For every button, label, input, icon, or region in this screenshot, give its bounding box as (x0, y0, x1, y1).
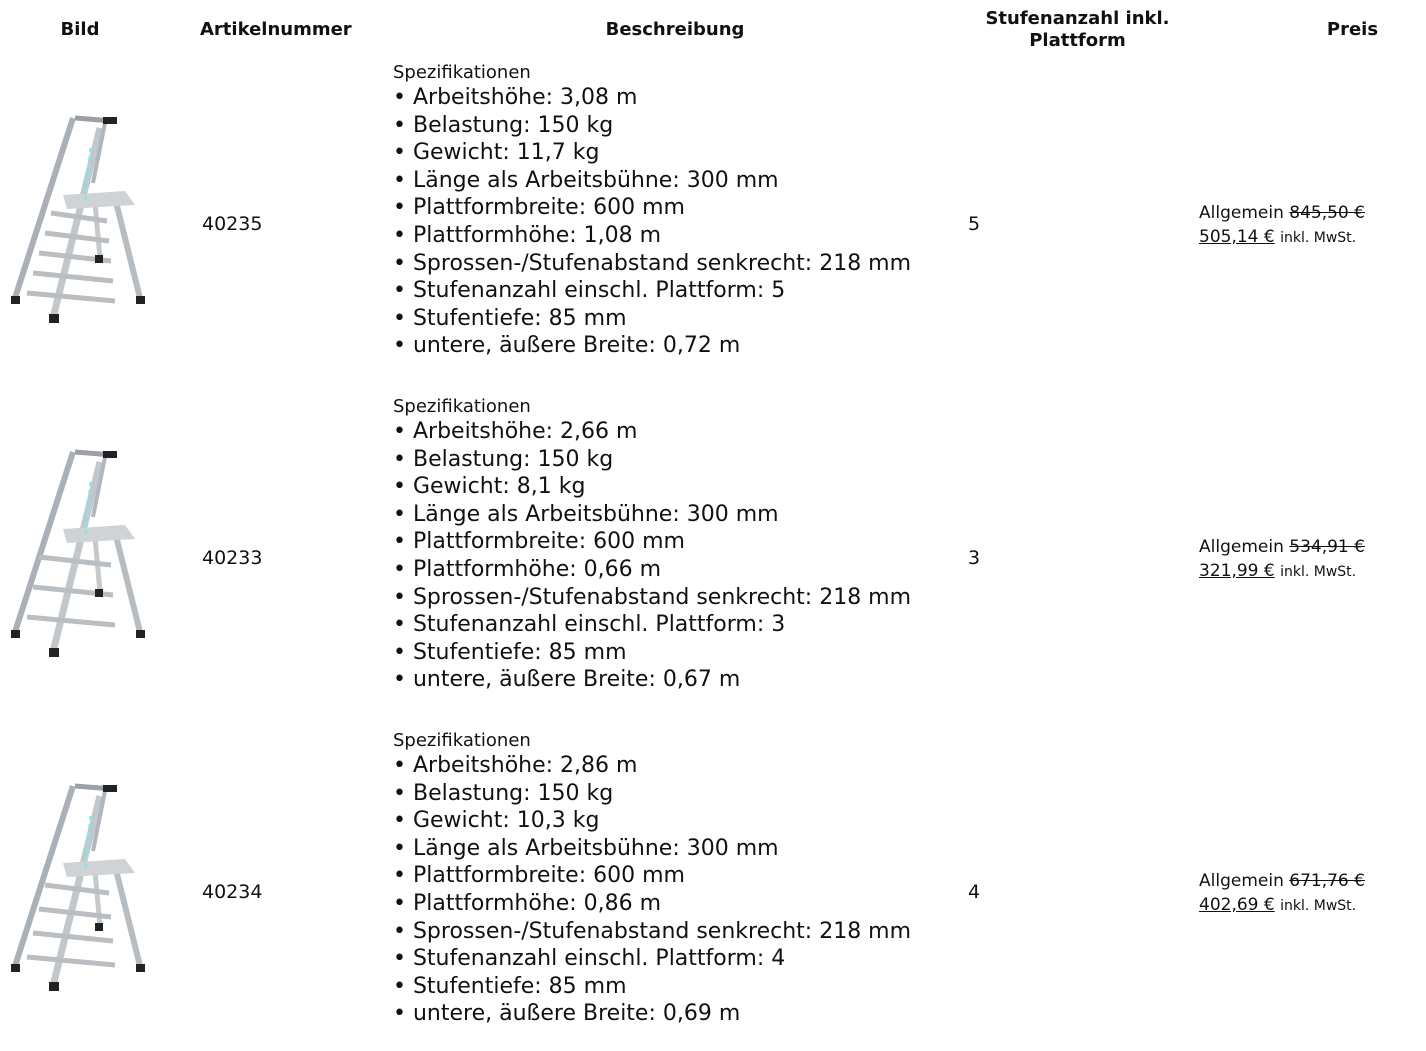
spec-item: • Stufentiefe: 85 mm (393, 639, 918, 667)
tax-note: inkl. MwSt. (1280, 230, 1356, 246)
spec-item: • Stufenanzahl einschl. Plattform: 5 (393, 277, 918, 305)
spec-item: • Arbeitshöhe: 3,08 m (393, 84, 918, 112)
new-price[interactable]: 402,69 € (1199, 895, 1275, 915)
price-line: 402,69 € inkl. MwSt. (1199, 893, 1426, 918)
price-line: Allgemein 845,50 € (1199, 201, 1426, 225)
description-heading: Spezifikationen (393, 396, 918, 418)
ladder-drawing (5, 447, 155, 662)
spec-item: • Gewicht: 11,7 kg (393, 139, 918, 167)
spec-item: • untere, äußere Breite: 0,72 m (393, 332, 918, 360)
article-number: 40234 (202, 881, 262, 903)
spec-item: • Gewicht: 10,3 kg (393, 807, 918, 835)
step-count: 5 (968, 213, 980, 235)
price-line: Allgemein 671,76 € (1199, 869, 1426, 893)
spec-item: • Stufenanzahl einschl. Plattform: 3 (393, 611, 918, 639)
spec-item: • Plattformbreite: 600 mm (393, 194, 918, 222)
spec-item: • Länge als Arbeitsbühne: 300 mm (393, 501, 918, 529)
description-heading: Spezifikationen (393, 62, 918, 84)
description: Spezifikationen• Arbeitshöhe: 3,08 m• Be… (393, 62, 918, 360)
ladder-drawing (5, 781, 155, 996)
spec-item: • Länge als Arbeitsbühne: 300 mm (393, 835, 918, 863)
spec-item: • Länge als Arbeitsbühne: 300 mm (393, 167, 918, 195)
description: Spezifikationen• Arbeitshöhe: 2,86 m• Be… (393, 730, 918, 1028)
step-count: 4 (968, 881, 980, 903)
article-number: 40233 (202, 547, 262, 569)
column-header: Preis (1300, 19, 1405, 41)
spec-item: • Plattformbreite: 600 mm (393, 862, 918, 890)
new-price[interactable]: 505,14 € (1199, 227, 1275, 247)
price: Allgemein 671,76 €402,69 € inkl. MwSt. (1199, 869, 1426, 918)
spec-item: • untere, äußere Breite: 0,67 m (393, 666, 918, 694)
column-header: Stufenanzahl inkl. Plattform (960, 8, 1195, 52)
spec-item: • Plattformhöhe: 0,86 m (393, 890, 918, 918)
ladder-drawing (5, 113, 155, 328)
old-price: 671,76 € (1289, 871, 1365, 891)
page: Bild Artikelnummer Beschreibung Stufenan… (0, 0, 1426, 1051)
spec-item: • Sprossen-/Stufenabstand senkrecht: 218… (393, 918, 918, 946)
spec-item: • untere, äußere Breite: 0,69 m (393, 1000, 918, 1028)
product-image (5, 781, 155, 996)
description: Spezifikationen• Arbeitshöhe: 2,66 m• Be… (393, 396, 918, 694)
column-header: Bild (20, 19, 140, 41)
new-price[interactable]: 321,99 € (1199, 561, 1275, 581)
spec-item: • Arbeitshöhe: 2,66 m (393, 418, 918, 446)
step-count: 3 (968, 547, 980, 569)
old-price: 845,50 € (1289, 203, 1365, 223)
spec-item: • Gewicht: 8,1 kg (393, 473, 918, 501)
spec-item: • Sprossen-/Stufenabstand senkrecht: 218… (393, 584, 918, 612)
price-line: 505,14 € inkl. MwSt. (1199, 225, 1426, 250)
spec-item: • Plattformbreite: 600 mm (393, 528, 918, 556)
price-label: Allgemein (1199, 871, 1284, 891)
article-number: 40235 (202, 213, 262, 235)
price: Allgemein 534,91 €321,99 € inkl. MwSt. (1199, 535, 1426, 584)
price-label: Allgemein (1199, 203, 1284, 223)
spec-item: • Plattformhöhe: 1,08 m (393, 222, 918, 250)
spec-item: • Plattformhöhe: 0,66 m (393, 556, 918, 584)
spec-item: • Belastung: 150 kg (393, 446, 918, 474)
tax-note: inkl. MwSt. (1280, 564, 1356, 580)
column-header: Artikelnummer (200, 19, 385, 41)
price-label: Allgemein (1199, 537, 1284, 557)
column-header: Beschreibung (555, 19, 795, 41)
spec-item: • Stufentiefe: 85 mm (393, 973, 918, 1001)
product-image (5, 113, 155, 328)
price: Allgemein 845,50 €505,14 € inkl. MwSt. (1199, 201, 1426, 250)
spec-item: • Stufenanzahl einschl. Plattform: 4 (393, 945, 918, 973)
price-line: 321,99 € inkl. MwSt. (1199, 559, 1426, 584)
spec-item: • Belastung: 150 kg (393, 780, 918, 808)
description-heading: Spezifikationen (393, 730, 918, 752)
old-price: 534,91 € (1289, 537, 1365, 557)
spec-item: • Arbeitshöhe: 2,86 m (393, 752, 918, 780)
spec-item: • Belastung: 150 kg (393, 112, 918, 140)
spec-item: • Sprossen-/Stufenabstand senkrecht: 218… (393, 250, 918, 278)
price-line: Allgemein 534,91 € (1199, 535, 1426, 559)
product-image (5, 447, 155, 662)
spec-item: • Stufentiefe: 85 mm (393, 305, 918, 333)
tax-note: inkl. MwSt. (1280, 898, 1356, 914)
